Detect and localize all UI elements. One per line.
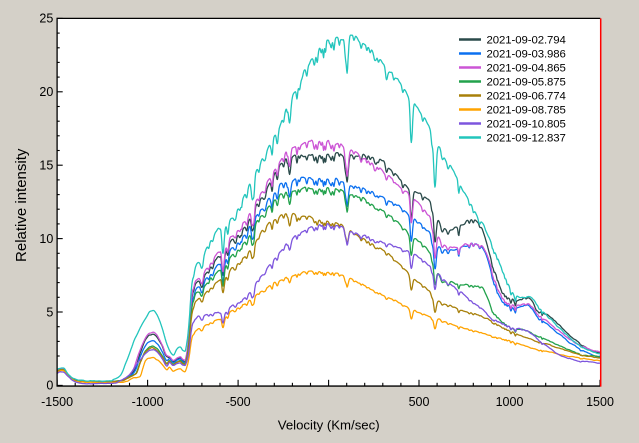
svg-text:-1000: -1000: [132, 395, 164, 409]
svg-text:25: 25: [39, 12, 53, 26]
svg-text:2021-09-04.865: 2021-09-04.865: [487, 63, 566, 75]
svg-text:5: 5: [46, 305, 53, 319]
svg-text:2021-09-12.837: 2021-09-12.837: [487, 133, 566, 145]
svg-text:2021-09-03.986: 2021-09-03.986: [487, 49, 566, 61]
svg-text:1000: 1000: [496, 395, 524, 409]
svg-text:2021-09-02.794: 2021-09-02.794: [487, 35, 566, 47]
svg-text:2021-09-06.774: 2021-09-06.774: [487, 91, 566, 103]
svg-text:500: 500: [409, 395, 430, 409]
svg-text:0: 0: [46, 379, 53, 393]
svg-text:2021-09-08.785: 2021-09-08.785: [487, 105, 566, 117]
svg-text:2021-09-05.875: 2021-09-05.875: [487, 77, 566, 89]
svg-text:2021-09-10.805: 2021-09-10.805: [487, 119, 566, 131]
svg-text:10: 10: [39, 232, 53, 246]
svg-text:15: 15: [39, 159, 53, 173]
svg-text:20: 20: [39, 85, 53, 99]
svg-text:Relative intensity: Relative intensity: [13, 148, 30, 262]
svg-text:-500: -500: [226, 395, 251, 409]
svg-text:-1500: -1500: [41, 395, 73, 409]
svg-text:1500: 1500: [586, 395, 614, 409]
svg-text:Velocity (Km/sec): Velocity (Km/sec): [278, 417, 380, 432]
